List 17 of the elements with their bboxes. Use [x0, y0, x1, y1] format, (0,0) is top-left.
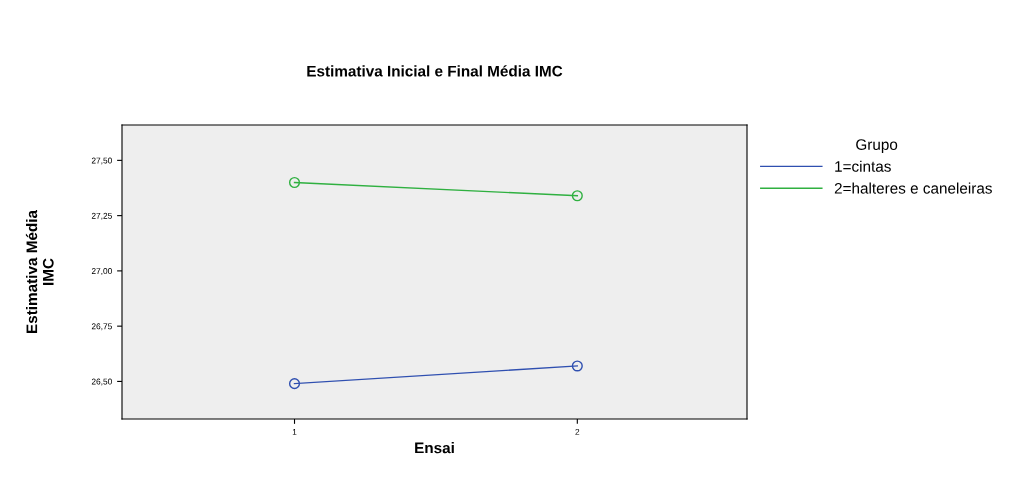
legend-label: 1=cintas: [835, 160, 891, 172]
y-tick-label: 27,00: [91, 268, 112, 275]
y-tick-label: 27,25: [91, 212, 112, 220]
y-tick-label: 26,75: [91, 323, 112, 331]
point: [288, 176, 301, 189]
legend-label: 2=halteres e caneleiras: [834, 182, 992, 194]
chart-title: Estimativa Inicial e Final Média IMC: [307, 65, 563, 77]
y-axis-title: Estimativa Média IMC: [25, 209, 54, 333]
y-tick-label: 26,50: [91, 378, 112, 386]
x-axis-title: Ensai: [415, 442, 454, 454]
point: [571, 360, 583, 372]
y-tick-label: 27,50: [91, 157, 112, 165]
point: [571, 190, 583, 202]
legend-title: Grupo: [856, 139, 898, 153]
point: [288, 378, 301, 390]
x-tick-label: 1: [292, 429, 297, 435]
x-tick-label: 2: [575, 428, 580, 435]
